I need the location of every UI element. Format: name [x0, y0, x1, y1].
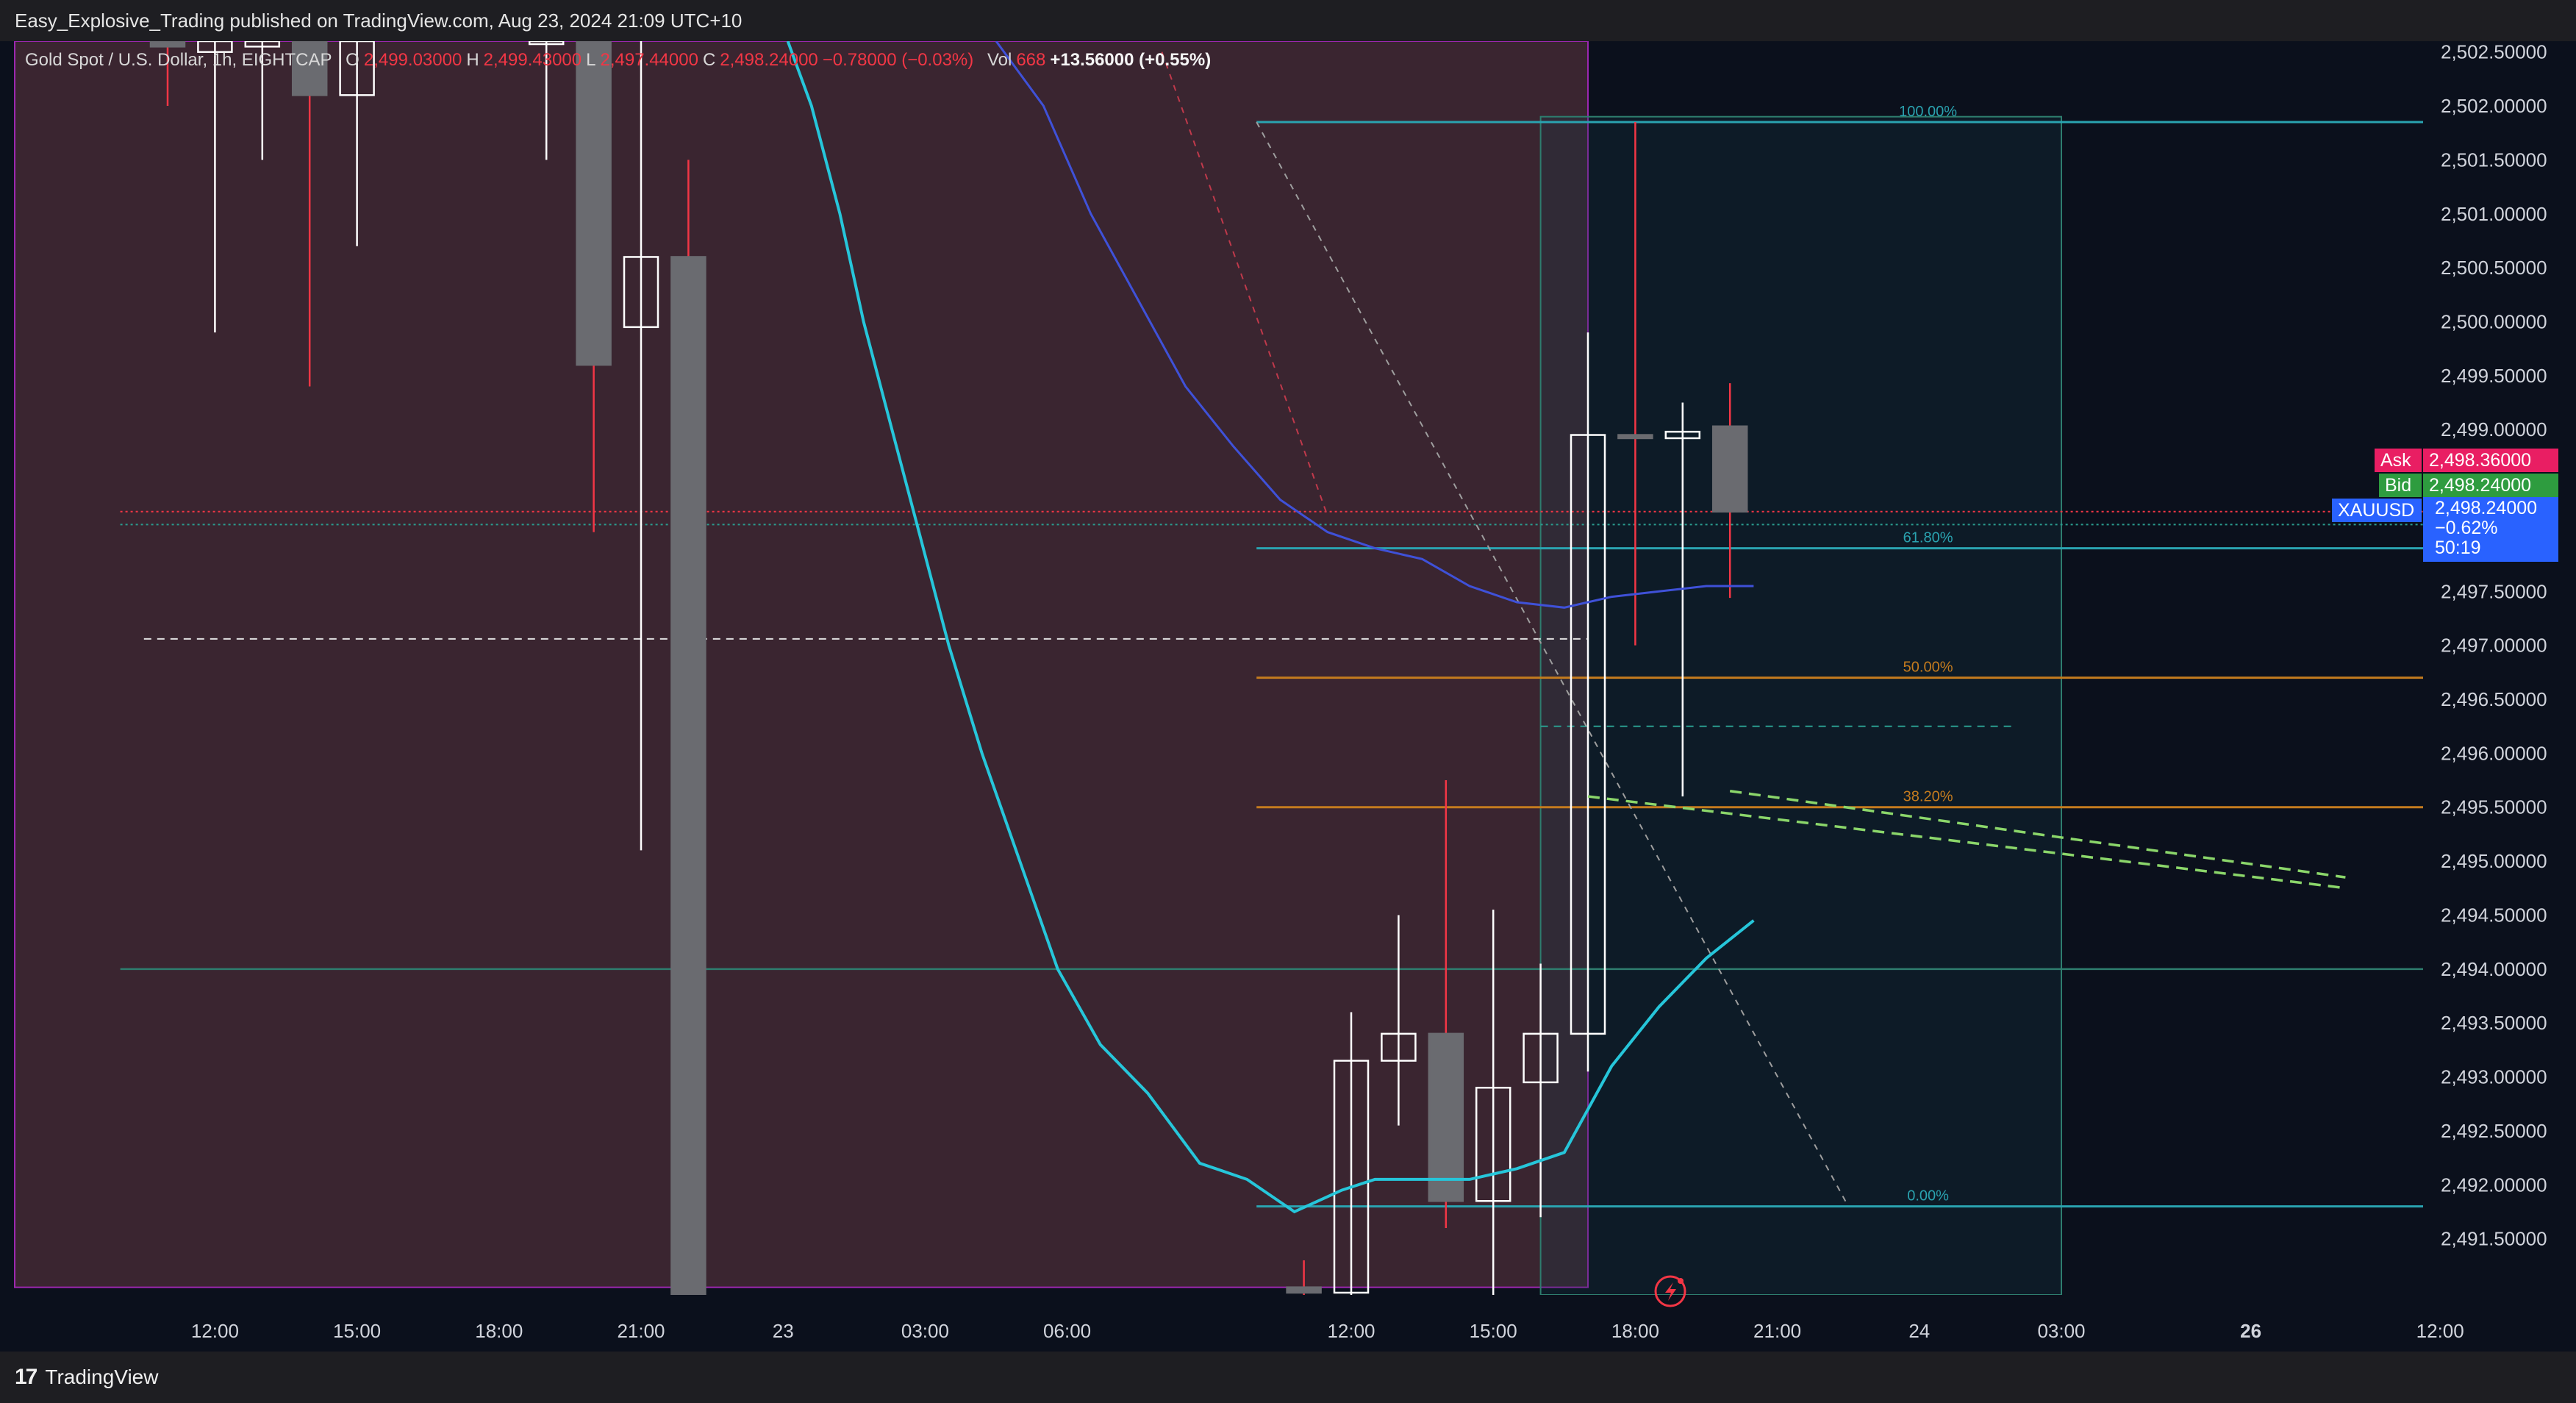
- time-axis-panel[interactable]: [0, 1295, 2423, 1352]
- dashed-diagonal-line: [1256, 121, 1850, 1207]
- tradingview-logo-icon: 17: [15, 1365, 37, 1389]
- ask-value-tag: 2,498.36000: [2423, 449, 2558, 472]
- fib-level-label: 50.00%: [1903, 660, 1953, 676]
- time-axis-tick-label: 24: [1908, 1320, 1930, 1342]
- fib-level-label: 38.20%: [1903, 789, 1953, 805]
- low-label: L: [586, 50, 596, 70]
- price-axis-tick-label: 2,497.50000: [2441, 580, 2547, 602]
- candle-body: [528, 41, 565, 46]
- candle-body: [1381, 1032, 1417, 1062]
- extra-change-value: +13.56000 (+0.55%): [1050, 50, 1212, 70]
- candle-body: [623, 256, 659, 329]
- fib-level-label: 100.00%: [1899, 104, 1957, 120]
- price-axis-tick-label: 2,492.00000: [2441, 1174, 2547, 1196]
- time-axis-tick-label: 15:00: [1470, 1320, 1517, 1342]
- time-axis-tick-label: 12:00: [2416, 1320, 2464, 1342]
- time-axis-tick-label: 12:00: [1327, 1320, 1375, 1342]
- published-header: Easy_Explosive_Trading published on Trad…: [0, 0, 2576, 41]
- time-axis-tick-label: 18:00: [475, 1320, 523, 1342]
- low-value: 2,497.44000: [600, 50, 698, 70]
- last-price-change: −0.62%: [2435, 518, 2498, 538]
- open-label: O: [346, 50, 359, 70]
- bid-value-tag: 2,498.24000: [2423, 474, 2558, 497]
- bar-countdown: 50:19: [2435, 538, 2481, 558]
- price-axis-tick-label: 2,499.00000: [2441, 418, 2547, 440]
- time-axis-tick-label: 21:00: [617, 1320, 665, 1342]
- change-value: −0.78000 (−0.03%): [822, 50, 974, 70]
- price-axis-tick-label: 2,502.00000: [2441, 95, 2547, 117]
- price-axis-tick-label: 2,500.50000: [2441, 257, 2547, 279]
- candle-body: [1711, 425, 1748, 513]
- footer-brand: TradingView: [45, 1365, 159, 1388]
- slow-ema-line: [995, 41, 1754, 609]
- price-axis-panel[interactable]: [2423, 41, 2576, 1352]
- symbol-title: Gold Spot / U.S. Dollar, 1h, EIGHTCAP: [25, 50, 332, 70]
- candle-body: [1570, 434, 1606, 1035]
- candle-body: [1475, 1086, 1511, 1202]
- price-axis-tick-label: 2,495.00000: [2441, 850, 2547, 872]
- price-chart[interactable]: 100.00% 61.80% 50.00% 38.20% 0.00% 2,502.500…: [0, 41, 2576, 1352]
- volume-value: 668: [1016, 50, 1046, 70]
- candle-body: [1617, 434, 1653, 440]
- candle-body: [1523, 1032, 1559, 1084]
- time-axis-tick-label: 21:00: [1753, 1320, 1801, 1342]
- price-axis-tick-label: 2,496.50000: [2441, 688, 2547, 710]
- time-axis-tick-label: 03:00: [2037, 1320, 2085, 1342]
- last-price-tag: 2,498.24000 −0.62% 50:19: [2423, 497, 2558, 562]
- price-axis-tick-label: 2,491.50000: [2441, 1228, 2547, 1250]
- time-axis-tick-label: 26: [2240, 1320, 2261, 1342]
- bid-label-tag: Bid: [2379, 474, 2422, 497]
- price-axis-tick-label: 2,493.00000: [2441, 1066, 2547, 1088]
- alert-lightning-icon[interactable]: [1654, 1275, 1686, 1307]
- candle-body: [1286, 1286, 1322, 1294]
- candle-body: [197, 41, 233, 53]
- price-axis-tick-label: 2,497.00000: [2441, 635, 2547, 657]
- time-axis-tick-label: 03:00: [901, 1320, 949, 1342]
- time-axis-tick-label: 06:00: [1043, 1320, 1091, 1342]
- time-axis-tick-label: 18:00: [1611, 1320, 1659, 1342]
- fib-level-label: 61.80%: [1903, 530, 1953, 546]
- fast-ema-line: [786, 41, 1755, 1214]
- green-trend-line: [1587, 795, 2346, 890]
- ask-label-tag: Ask: [2375, 449, 2422, 472]
- price-axis-tick-label: 2,494.50000: [2441, 904, 2547, 926]
- green-trend-line: [1729, 789, 2346, 879]
- close-label: C: [702, 50, 716, 70]
- published-text: Easy_Explosive_Trading published on Trad…: [15, 9, 743, 32]
- time-axis-tick-label: 15:00: [333, 1320, 381, 1342]
- footer-bar: 17 TradingView: [0, 1352, 2576, 1403]
- candle-body: [576, 41, 612, 366]
- candle-body: [1664, 430, 1701, 440]
- symbol-tag: XAUUSD: [2332, 499, 2422, 522]
- time-axis-tick-label: 23: [773, 1320, 794, 1342]
- volume-label: Vol: [987, 50, 1012, 70]
- price-axis-tick-label: 2,494.00000: [2441, 958, 2547, 980]
- high-label: H: [466, 50, 479, 70]
- candle-body: [1428, 1032, 1464, 1202]
- price-axis-tick-label: 2,495.50000: [2441, 796, 2547, 818]
- candle-body: [670, 256, 706, 1296]
- open-value: 2,499.03000: [363, 50, 462, 70]
- candle-body: [244, 41, 281, 48]
- time-axis-tick-label: 12:00: [191, 1320, 239, 1342]
- candle-body: [339, 41, 375, 96]
- price-axis-tick-label: 2,499.50000: [2441, 365, 2547, 387]
- high-value: 2,499.43000: [483, 50, 582, 70]
- price-axis-tick-label: 2,496.00000: [2441, 742, 2547, 764]
- price-axis-tick-label: 2,493.50000: [2441, 1012, 2547, 1034]
- candle-body: [291, 41, 328, 96]
- last-price-value: 2,498.24000: [2435, 498, 2538, 518]
- close-value: 2,498.24000: [720, 50, 818, 70]
- price-axis-tick-label: 2,501.50000: [2441, 149, 2547, 171]
- price-axis-tick-label: 2,501.00000: [2441, 203, 2547, 225]
- fib-level-label: 0.00%: [1907, 1188, 1949, 1204]
- candle-body: [149, 41, 186, 48]
- price-axis-tick-label: 2,502.50000: [2441, 41, 2547, 63]
- price-axis-tick-label: 2,492.50000: [2441, 1120, 2547, 1142]
- price-axis-tick-label: 2,500.00000: [2441, 310, 2547, 332]
- candle-body: [1333, 1060, 1370, 1294]
